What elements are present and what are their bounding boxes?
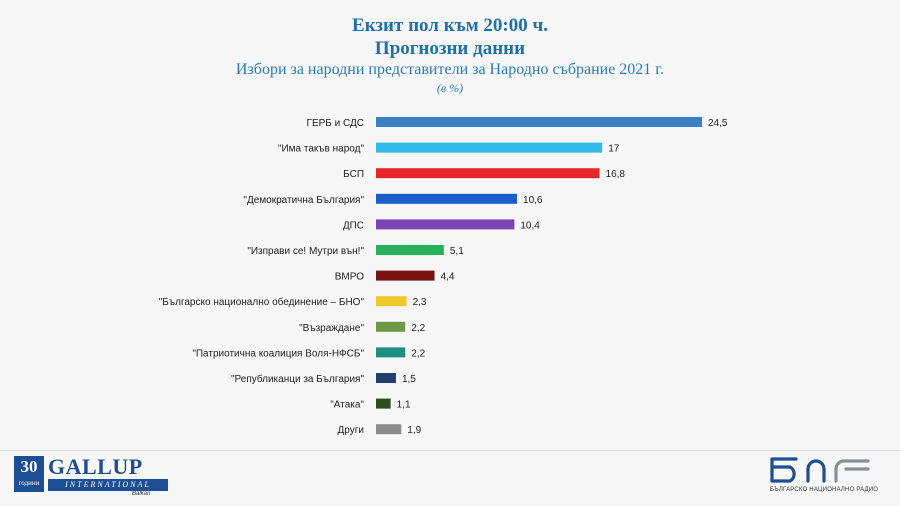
bar <box>376 245 444 255</box>
category-label: "Възраждане" <box>299 323 364 334</box>
bar <box>376 219 515 230</box>
gallup-name: GALLUP <box>48 454 143 479</box>
bar <box>376 398 391 409</box>
bar <box>376 193 518 204</box>
bar <box>376 424 402 435</box>
bnr-name: БЪЛГАРСКО НАЦИОНАЛНО РАДИО <box>770 487 879 493</box>
value-label: 2,2 <box>411 348 425 359</box>
value-label: 1,5 <box>402 374 416 385</box>
value-label: 10,6 <box>523 195 543 206</box>
bnr-logo: БЪЛГАРСКО НАЦИОНАЛНО РАДИО <box>764 455 884 500</box>
value-label: 24,5 <box>708 118 728 129</box>
value-label: 4,4 <box>441 272 455 283</box>
value-label: 16,8 <box>606 169 626 180</box>
chart-subtitle: Прогнозни данни <box>374 38 526 59</box>
category-label: БСП <box>343 169 364 180</box>
category-label: ГЕРБ и СДС <box>307 118 364 129</box>
value-label: 17 <box>608 144 620 155</box>
chart-description: Избори за народни представители за Народ… <box>235 61 665 78</box>
bar <box>376 373 396 383</box>
bar <box>376 168 600 179</box>
bar <box>376 117 702 127</box>
category-label: "Демократична България" <box>243 195 364 206</box>
category-label: "Републиканци за България" <box>231 373 364 385</box>
category-label: "Изправи се! Мутри вън!" <box>247 246 364 257</box>
gallup-region: Balkan <box>132 491 151 497</box>
value-label: 5,1 <box>450 246 464 257</box>
bar <box>376 270 435 281</box>
bar <box>376 142 603 153</box>
category-label: ВМРО <box>335 272 364 283</box>
bar <box>376 296 407 307</box>
gallup-years: 30 <box>20 457 38 476</box>
bar-chart: ГЕРБ и СДС 24,5 "Има такъв народ" 17 БСП 16,8… <box>159 117 728 436</box>
category-label: "Има такъв народ" <box>278 144 365 155</box>
unit-label: (в %) <box>436 81 464 95</box>
category-label: Други <box>338 425 364 436</box>
gallup-years-sub: години <box>18 479 40 487</box>
category-label: "Българско национално обединение – БНО" <box>159 296 365 308</box>
category-label: ДПС <box>343 220 364 231</box>
bnr-logo-mark <box>770 457 870 483</box>
chart-header: Екзит пол към 20:00 ч. Прогнозни данни И… <box>0 14 900 96</box>
gallup-years-badge: 30 години <box>14 456 44 492</box>
bar <box>376 347 406 358</box>
value-label: 10,4 <box>520 220 540 231</box>
value-label: 2,2 <box>411 323 425 334</box>
value-label: 1,9 <box>407 425 421 436</box>
chart-title: Екзит пол към 20:00 ч. <box>352 15 548 36</box>
footer-divider <box>0 450 900 451</box>
category-label: "Патриотична коалиция Воля-НФСБ" <box>192 348 364 359</box>
value-label: 1,1 <box>397 400 411 411</box>
gallup-international: INTERNATIONAL <box>48 479 168 491</box>
bar <box>376 321 406 332</box>
category-label: "Атака" <box>330 400 364 411</box>
value-label: 2,3 <box>413 297 427 308</box>
